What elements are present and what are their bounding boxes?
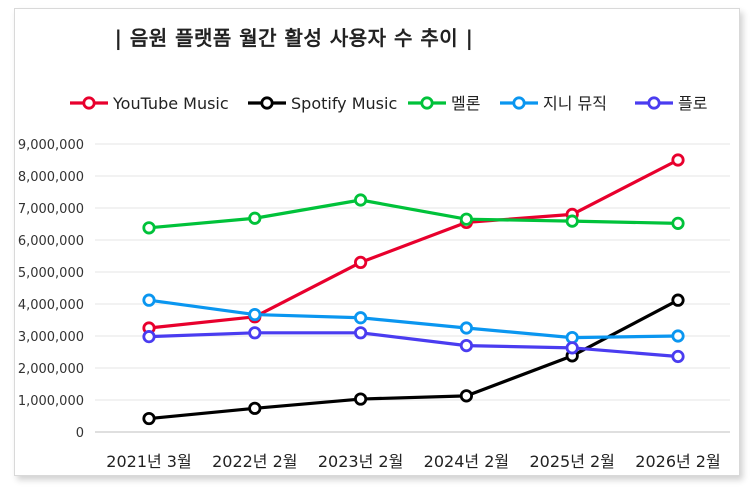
legend-item: Spotify Music: [248, 94, 397, 113]
x-tick-label: 2021년 3월: [106, 452, 191, 471]
data-point: [142, 293, 156, 307]
data-point: [142, 411, 156, 426]
chart-title: | 음원 플랫폼 월간 활성 사용자 수 추이 |: [114, 26, 474, 50]
legend-item: 지니 뮤직: [500, 94, 607, 113]
data-point: [565, 341, 579, 355]
data-point: [565, 214, 579, 228]
legend-label: 멜론: [451, 94, 480, 113]
data-point: [459, 212, 473, 226]
x-tick-label: 2026년 2월: [635, 452, 720, 471]
legend-label: 지니 뮤직: [543, 94, 607, 113]
legend-marker: [260, 96, 274, 110]
data-point: [353, 326, 368, 340]
data-point: [248, 401, 262, 415]
legend-marker: [420, 96, 434, 110]
legend-marker: [82, 96, 96, 110]
data-point: [565, 330, 579, 345]
series-line: [147, 298, 680, 340]
legend-marker: [512, 96, 526, 110]
y-tick-label: 1,000,000: [18, 394, 84, 409]
data-point: [248, 307, 262, 322]
x-tick-label: 2023년 2월: [318, 452, 403, 471]
y-tick-label: 0: [76, 426, 84, 441]
legend-label: 플로: [678, 94, 707, 113]
legend: YouTube Music Spotify Music 멜론 지니 뮤직 플로: [70, 94, 707, 113]
series-line: [147, 198, 680, 230]
data-point: [671, 153, 685, 167]
x-tick-label: 2024년 2월: [424, 452, 509, 471]
y-tick-label: 9,000,000: [18, 138, 84, 153]
y-tick-label: 6,000,000: [18, 234, 84, 249]
x-tick-label: 2022년 2월: [212, 452, 297, 471]
data-point: [459, 389, 473, 403]
data-point: [671, 349, 685, 364]
series-line: [147, 331, 680, 359]
y-tick-label: 4,000,000: [18, 298, 84, 313]
x-axis: 2021년 3월 2022년 2월 2023년 2월 2024년 2월 2025년 2월…: [95, 431, 730, 471]
data-point: [459, 321, 473, 335]
grid-lines: [95, 143, 730, 401]
legend-item: 플로: [635, 94, 707, 113]
x-tick-label: 2025년 2월: [529, 452, 614, 471]
data-point: [671, 293, 685, 307]
data-point: [671, 216, 685, 230]
legend-item: YouTube Music: [70, 94, 229, 113]
series-group: [142, 153, 685, 426]
legend-label: Spotify Music: [291, 94, 397, 113]
legend-label: YouTube Music: [112, 94, 229, 113]
y-tick-label: 8,000,000: [18, 170, 84, 185]
data-point: [353, 193, 368, 207]
series-line: [147, 298, 680, 421]
data-point: [142, 330, 156, 344]
legend-marker: [647, 96, 661, 110]
data-point: [459, 338, 473, 353]
y-tick-label: 7,000,000: [18, 202, 84, 217]
data-point: [671, 329, 685, 343]
y-axis: 0 1,000,000 2,000,000 3,000,000 4,000,000 5,0…: [18, 138, 84, 441]
data-point: [142, 221, 156, 235]
data-point: [353, 311, 368, 325]
data-point: [353, 255, 368, 269]
data-point: [248, 211, 262, 225]
series-line: [147, 158, 680, 330]
data-point: [248, 326, 262, 340]
y-tick-label: 5,000,000: [18, 266, 84, 281]
y-tick-label: 2,000,000: [18, 362, 84, 377]
legend-item: 멜론: [408, 94, 480, 113]
y-tick-label: 3,000,000: [18, 330, 84, 345]
data-point: [353, 392, 368, 406]
